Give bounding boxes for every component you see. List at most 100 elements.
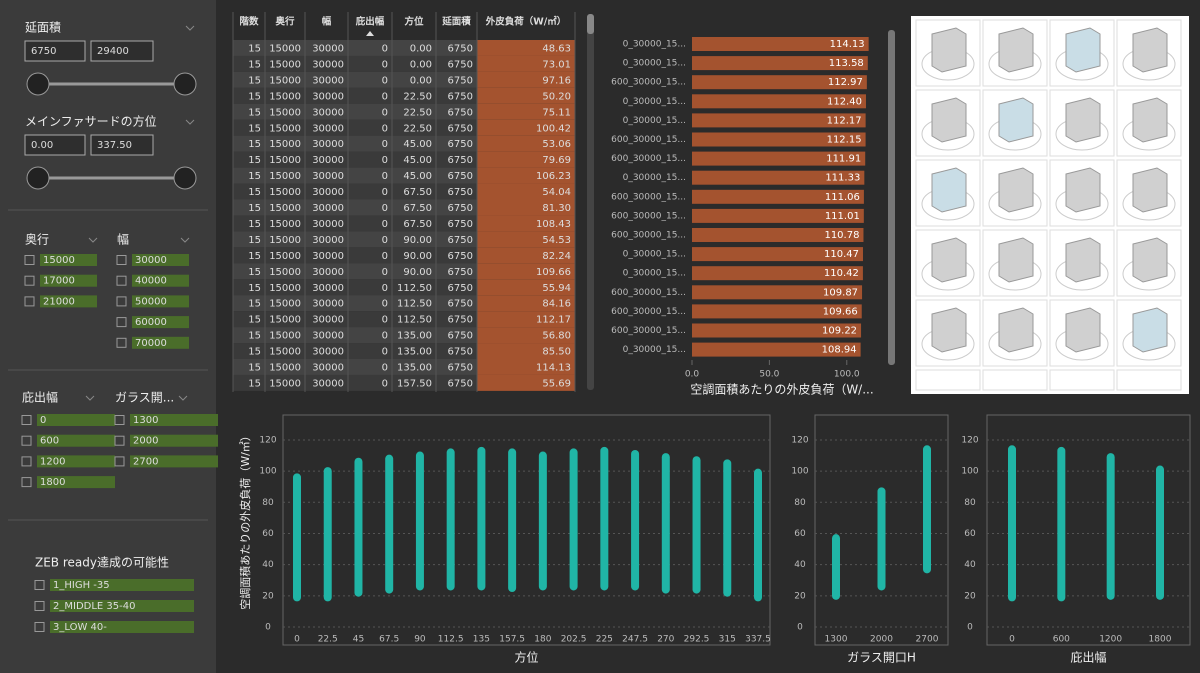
point-column[interactable] — [1008, 445, 1016, 602]
bar[interactable] — [692, 208, 864, 223]
column-header[interactable]: 幅 — [322, 16, 332, 28]
point-column[interactable] — [508, 448, 517, 593]
point-column[interactable] — [877, 487, 886, 591]
bar[interactable] — [692, 56, 868, 71]
bar[interactable] — [692, 228, 864, 242]
chevron[interactable] — [85, 395, 95, 401]
checkbox[interactable] — [21, 477, 32, 488]
point-column[interactable] — [446, 448, 455, 591]
chevron[interactable] — [180, 237, 190, 243]
thumbnail-cell[interactable] — [982, 369, 1048, 391]
checkbox[interactable] — [116, 296, 127, 307]
point-column[interactable] — [600, 446, 609, 591]
bar[interactable] — [692, 151, 866, 166]
point-column[interactable] — [323, 467, 332, 602]
input-min[interactable] — [24, 134, 86, 156]
point-column[interactable] — [692, 456, 701, 594]
point-column[interactable] — [923, 445, 931, 574]
column-header[interactable]: 外皮負荷（W/㎡） — [485, 16, 566, 28]
checkbox[interactable] — [116, 275, 127, 286]
point-column[interactable] — [723, 459, 732, 597]
column-header[interactable]: 奥行 — [274, 16, 295, 28]
checkbox[interactable] — [24, 275, 35, 286]
chevron[interactable] — [185, 25, 195, 31]
checkbox[interactable] — [21, 435, 32, 446]
bar[interactable] — [692, 132, 866, 147]
table-cell: 15000 — [269, 107, 301, 118]
column-header[interactable]: 延面積 — [441, 16, 471, 28]
point-column[interactable] — [477, 446, 486, 591]
plot-frame — [986, 414, 1191, 646]
bar[interactable] — [692, 266, 863, 281]
point-column[interactable] — [354, 457, 363, 597]
point-column[interactable] — [661, 453, 670, 594]
checkbox[interactable] — [116, 255, 127, 265]
table-cell: 15000 — [269, 139, 301, 150]
point-column[interactable] — [631, 449, 640, 591]
column-header[interactable]: 階数 — [239, 16, 259, 28]
point-column[interactable] — [293, 473, 301, 602]
bar[interactable] — [692, 189, 864, 204]
scrollbar[interactable] — [888, 30, 895, 365]
point-column[interactable] — [1156, 465, 1164, 600]
bar[interactable] — [692, 94, 866, 109]
table-cell: 0 — [382, 315, 388, 326]
column-header[interactable]: 方位 — [404, 16, 424, 28]
bar[interactable] — [692, 170, 865, 185]
thumbnail-cell[interactable] — [1049, 19, 1115, 87]
point-column[interactable] — [385, 454, 394, 594]
thumbnail-cell[interactable] — [915, 369, 981, 391]
point-column[interactable] — [832, 534, 840, 600]
checkbox[interactable] — [34, 601, 45, 611]
point-column[interactable] — [754, 468, 762, 602]
point-column[interactable] — [538, 451, 547, 591]
point-column[interactable] — [1106, 453, 1115, 600]
thumbnail-cell[interactable] — [1049, 369, 1115, 391]
table-cell: 45.00 — [403, 155, 432, 166]
checkbox[interactable] — [114, 435, 125, 446]
checkbox[interactable] — [21, 456, 32, 467]
bar[interactable] — [692, 75, 867, 90]
bar[interactable] — [692, 37, 869, 51]
slider-handle[interactable] — [173, 166, 197, 190]
table-cell: 6750 — [448, 315, 473, 326]
option-label: 2_MIDDLE 35-40 — [53, 601, 135, 612]
checkbox[interactable] — [116, 337, 127, 348]
checkbox[interactable] — [24, 255, 35, 265]
bar[interactable] — [692, 113, 866, 128]
checkbox[interactable] — [114, 415, 125, 425]
scrollbar[interactable] — [587, 14, 594, 390]
input-min-text: 6750 — [31, 46, 56, 57]
bar[interactable] — [692, 285, 863, 300]
checkbox[interactable] — [114, 456, 125, 467]
input-max[interactable] — [90, 134, 154, 156]
bar[interactable] — [692, 342, 861, 357]
point-column[interactable] — [1057, 446, 1066, 602]
plot-frame — [814, 414, 949, 646]
slider-handle[interactable] — [26, 166, 50, 190]
thumbnail-cell[interactable] — [1116, 369, 1182, 391]
checkbox[interactable] — [34, 580, 45, 590]
input-max[interactable] — [90, 40, 154, 62]
checkbox[interactable] — [21, 415, 32, 425]
point-column[interactable] — [569, 448, 578, 591]
table-cell: 45.00 — [403, 171, 432, 182]
slider-handle[interactable] — [26, 72, 50, 96]
x-tick-label: 315 — [719, 635, 736, 645]
chevron[interactable] — [88, 237, 98, 243]
chevron[interactable] — [98, 560, 108, 566]
bar[interactable] — [692, 304, 862, 319]
slider-handle[interactable] — [173, 72, 197, 96]
bar[interactable] — [692, 323, 862, 338]
chevron[interactable] — [178, 395, 188, 401]
column-header[interactable]: 庇出幅 — [356, 16, 385, 28]
point-column[interactable] — [415, 451, 424, 591]
input-min[interactable] — [24, 40, 86, 62]
table-cell: 85.50 — [542, 347, 571, 358]
checkbox[interactable] — [24, 296, 35, 307]
checkbox[interactable] — [116, 317, 127, 328]
bar[interactable] — [692, 247, 863, 262]
checkbox[interactable] — [34, 622, 45, 632]
chevron[interactable] — [185, 119, 195, 125]
scrollbar-thumb[interactable] — [587, 14, 594, 34]
